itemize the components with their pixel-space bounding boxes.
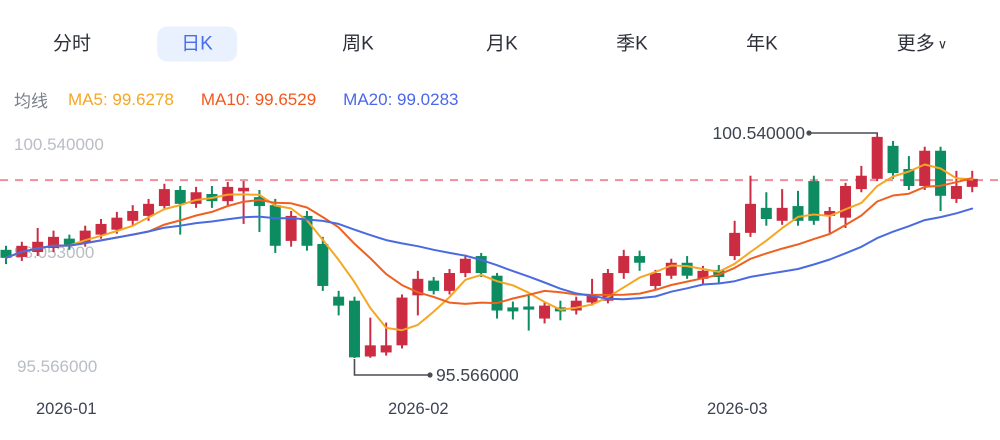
y-axis-label-max: 100.540000	[14, 135, 104, 154]
tab-daily-k[interactable]: 日K	[157, 26, 237, 62]
ma-legend: 均线 MA5: 99.6278 MA10: 99.6529 MA20: 99.0…	[14, 87, 485, 112]
y-axis-label-min: 95.566000	[17, 357, 98, 376]
ma20-value: MA20: 99.0283	[343, 89, 459, 109]
ma5-value: MA5: 99.6278	[68, 89, 174, 109]
period-tabbar: 分时 日K 周K 月K 季K 年K 更多 ∨	[0, 24, 1000, 64]
x-axis-label-jan: 2026-01	[36, 400, 97, 418]
tab-more-label: 更多	[896, 33, 935, 55]
ma-legend-title: 均线	[14, 92, 48, 111]
ma10-value: MA10: 99.6529	[200, 89, 317, 109]
tab-more[interactable]: 更多 ∨	[873, 27, 956, 62]
x-axis-label-mar: 2026-03	[707, 400, 768, 418]
tab-monthly-k[interactable]: 月K	[486, 33, 518, 55]
tab-weekly-k[interactable]: 周K	[342, 33, 374, 55]
tab-minute[interactable]: 分时	[52, 33, 92, 55]
low-price-annotation: 95.566000	[436, 365, 519, 385]
chevron-down-icon: ∨	[937, 36, 948, 52]
tab-quarterly-k[interactable]: 季K	[616, 33, 648, 55]
x-axis-label-feb: 2026-02	[388, 400, 449, 418]
tab-yearly-k[interactable]: 年K	[746, 33, 778, 55]
high-price-annotation: 100.540000	[712, 123, 805, 143]
